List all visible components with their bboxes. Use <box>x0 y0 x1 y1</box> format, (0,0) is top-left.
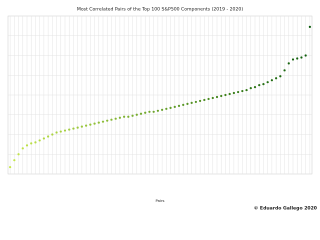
point <box>89 123 92 126</box>
point <box>161 108 164 111</box>
point <box>232 91 235 95</box>
point <box>186 102 189 105</box>
point <box>127 115 130 118</box>
point <box>118 116 121 119</box>
point <box>279 75 282 78</box>
point <box>275 77 278 80</box>
chart-title: Most Correlated Pairs of the Top 100 S&P… <box>77 7 243 13</box>
point <box>51 133 54 136</box>
point <box>101 120 105 123</box>
point <box>139 112 143 115</box>
point <box>270 79 273 82</box>
point <box>169 106 172 109</box>
point <box>114 117 117 120</box>
point <box>55 131 58 134</box>
point <box>148 110 151 113</box>
point <box>258 84 261 87</box>
point <box>25 144 29 147</box>
point <box>283 69 286 72</box>
point <box>76 126 79 129</box>
point <box>68 128 71 131</box>
point <box>177 104 181 107</box>
point <box>308 25 311 28</box>
x-axis-label: Pairs <box>155 198 164 203</box>
point <box>241 89 244 93</box>
point <box>194 100 197 104</box>
point <box>173 105 176 108</box>
point <box>30 142 33 145</box>
point <box>17 153 20 156</box>
point <box>199 99 202 103</box>
point <box>237 90 240 94</box>
point <box>47 135 50 138</box>
point <box>266 81 269 84</box>
point <box>97 121 100 124</box>
point <box>110 118 113 121</box>
point <box>34 141 37 144</box>
point <box>245 88 248 92</box>
point <box>123 115 126 118</box>
point <box>300 56 303 59</box>
point <box>190 101 193 104</box>
chart: Most Correlated Pairs of the Top 100 S&P… <box>7 7 317 212</box>
point <box>253 86 257 89</box>
point <box>38 139 41 142</box>
point <box>182 103 185 106</box>
point <box>63 129 67 132</box>
point <box>80 125 83 128</box>
point <box>207 97 210 101</box>
point <box>228 92 231 96</box>
point <box>13 159 16 162</box>
point <box>262 83 265 86</box>
point <box>106 119 109 122</box>
point <box>93 122 96 125</box>
footer: © Eduardo Gallego 2020 <box>254 206 317 212</box>
point <box>9 165 12 169</box>
point <box>156 109 159 112</box>
point <box>42 137 45 140</box>
point <box>291 58 295 61</box>
point <box>224 93 227 97</box>
point <box>135 113 138 116</box>
point <box>165 107 168 110</box>
point <box>59 130 62 133</box>
point <box>131 114 134 117</box>
point <box>249 86 252 90</box>
point <box>72 127 75 130</box>
point <box>144 111 147 114</box>
point <box>215 95 219 99</box>
point <box>21 147 24 150</box>
point <box>304 54 307 57</box>
point <box>220 94 223 98</box>
point <box>287 62 290 65</box>
point <box>85 124 88 127</box>
point <box>296 57 299 60</box>
point <box>203 98 206 102</box>
point <box>211 96 214 100</box>
point <box>152 110 155 113</box>
